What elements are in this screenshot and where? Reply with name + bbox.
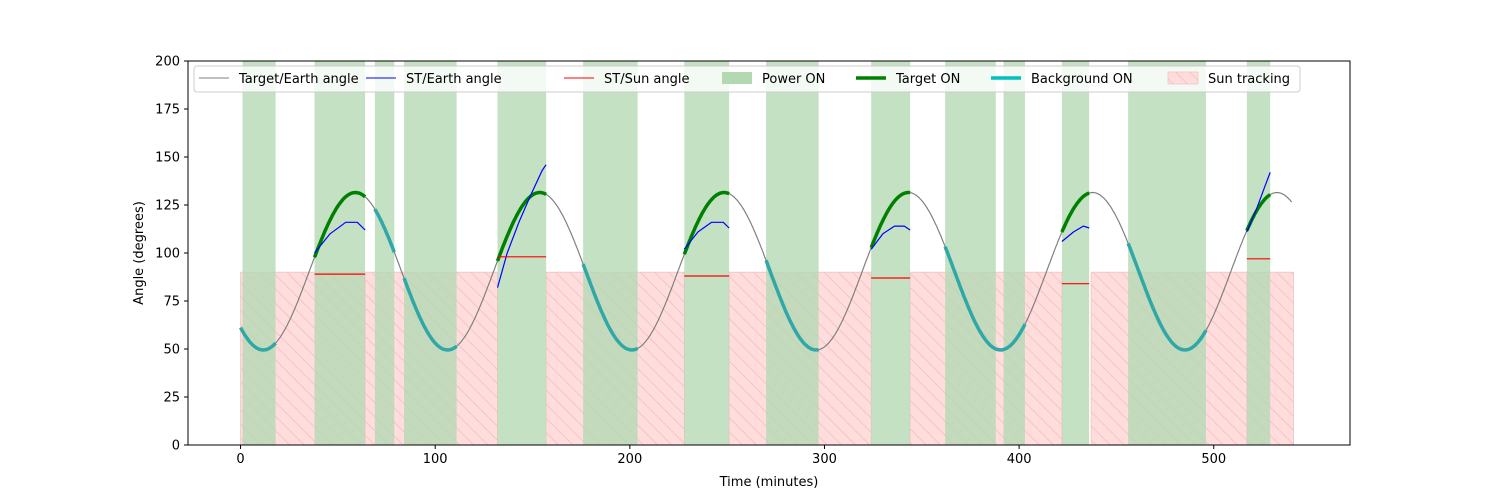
power-on-region <box>242 61 276 445</box>
power-on-region <box>945 61 996 445</box>
power-on-regions <box>242 61 1271 445</box>
power-on-region <box>497 61 547 445</box>
y-tick-label: 125 <box>155 199 180 214</box>
power-on-region <box>583 61 638 445</box>
target-on-segment <box>682 190 730 255</box>
x-axis-ticks: 0 100 200 300 400 500 <box>236 445 1226 467</box>
x-axis-label: Time (minutes) <box>719 475 819 490</box>
st-earth-angle-segment <box>683 221 730 250</box>
power-on-region <box>1246 61 1271 445</box>
power-on-region <box>766 61 819 445</box>
legend-label: ST/Sun angle <box>604 72 690 87</box>
target-on-segment <box>312 190 367 258</box>
y-tick-label: 75 <box>163 295 180 310</box>
x-tick-label: 400 <box>1007 452 1032 467</box>
power-on-region <box>684 61 730 445</box>
target-on-series <box>312 190 1272 262</box>
background-on-segment <box>402 277 458 352</box>
target-on-segment <box>1060 191 1090 233</box>
power-on-region <box>1003 61 1025 445</box>
legend-label: Power ON <box>762 72 825 87</box>
st-earth-angle-segment <box>1061 225 1090 242</box>
background-on-series <box>239 208 1208 352</box>
power-on-region <box>314 61 366 445</box>
y-tick-label: 25 <box>163 391 180 406</box>
background-on-segment <box>239 326 277 352</box>
legend-label: ST/Earth angle <box>406 72 502 87</box>
st-earth-angle-series <box>314 164 1271 288</box>
y-tick-label: 200 <box>155 55 180 70</box>
x-tick-label: 0 <box>236 452 244 467</box>
background-on-segment <box>943 246 1027 352</box>
legend-swatch <box>1167 71 1199 85</box>
legend-label: Target/Earth angle <box>238 72 359 87</box>
y-tick-label: 0 <box>172 439 180 454</box>
x-tick-label: 100 <box>423 452 448 467</box>
background-on-segment <box>373 208 396 253</box>
x-tick-label: 500 <box>1201 452 1226 467</box>
y-tick-label: 100 <box>155 247 180 262</box>
background-on-segment <box>1126 242 1208 352</box>
st-earth-angle-segment <box>1246 172 1271 233</box>
y-tick-label: 150 <box>155 151 180 166</box>
background-on-segment <box>764 259 819 352</box>
legend-label: Sun tracking <box>1208 72 1290 87</box>
st-earth-angle-segment <box>870 225 911 250</box>
target-on-segment <box>495 190 547 262</box>
st-earth-angle-segment <box>496 164 547 288</box>
st-sun-angle-series <box>314 256 1271 285</box>
y-axis-ticks: 0 25 50 75 100 125 150 175 200 <box>155 55 188 454</box>
legend-label: Target ON <box>895 72 960 87</box>
y-axis-label: Angle (degrees) <box>132 201 147 305</box>
x-tick-label: 200 <box>617 452 642 467</box>
power-on-region <box>404 61 457 445</box>
y-tick-label: 175 <box>155 103 180 118</box>
background-on-segment <box>581 263 639 352</box>
power-on-region <box>1128 61 1206 445</box>
target-on-segment <box>869 190 911 249</box>
legend-swatch <box>722 72 752 84</box>
power-on-region <box>374 61 395 445</box>
legend: Target/Earth angle ST/Earth angle ST/Sun a… <box>193 65 1301 93</box>
power-on-region <box>1061 61 1090 445</box>
legend-label: Background ON <box>1031 72 1133 87</box>
y-tick-label: 50 <box>163 343 180 358</box>
power-on-region <box>871 61 911 445</box>
x-tick-label: 300 <box>812 452 837 467</box>
st-earth-angle-segment <box>314 221 366 254</box>
